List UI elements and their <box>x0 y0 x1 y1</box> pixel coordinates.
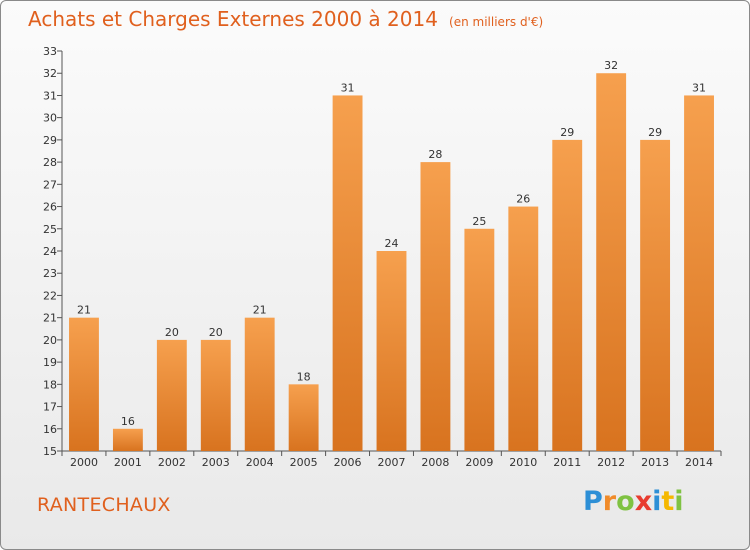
location-name: RANTECHAUX <box>37 494 171 516</box>
bar-2003 <box>200 339 231 451</box>
x-tick-label: 2009 <box>465 456 493 469</box>
bar-value-label: 21 <box>253 304 267 317</box>
brand-letter: t <box>661 486 675 517</box>
bar-2006 <box>332 95 363 451</box>
x-tick-label: 2000 <box>70 456 98 469</box>
bar-value-label: 31 <box>692 81 706 94</box>
y-tick-label: 25 <box>43 223 57 236</box>
bar-2004 <box>244 317 275 451</box>
bar-2007 <box>376 251 407 451</box>
y-tick-label: 15 <box>43 445 57 458</box>
y-tick-label: 28 <box>43 156 57 169</box>
bar-2005 <box>288 384 319 451</box>
x-tick-label: 2010 <box>509 456 537 469</box>
bar-value-label: 28 <box>428 148 442 161</box>
brand-letter: P <box>583 486 603 517</box>
x-tick-label: 2013 <box>641 456 669 469</box>
x-tick-label: 2012 <box>597 456 625 469</box>
bar-value-label: 25 <box>472 215 486 228</box>
y-tick-label: 29 <box>43 134 57 147</box>
chart-subtitle: (en milliers d'€) <box>449 15 544 29</box>
bar-value-label: 29 <box>648 126 662 139</box>
y-tick-label: 26 <box>43 201 57 214</box>
y-tick-label: 19 <box>43 356 57 369</box>
bar-2014 <box>684 95 714 451</box>
y-tick-label: 20 <box>43 334 57 347</box>
proxiti-logo: Proxiti <box>583 486 684 517</box>
x-tick-label: 2001 <box>114 456 142 469</box>
brand-letter: o <box>616 486 635 517</box>
bars-group: 21 16 20 20 21 18 31 24 28 25 26 29 32 29 31 <box>69 59 714 451</box>
bar-value-label: 24 <box>385 237 399 250</box>
chart-title: Achats et Charges Externes 2000 à 2014 <box>28 7 438 31</box>
bar-2012 <box>596 73 627 451</box>
y-tick-label: 31 <box>43 89 57 102</box>
y-tick-label: 23 <box>43 267 57 280</box>
y-tick-label: 30 <box>43 112 57 125</box>
brand-letter: r <box>602 486 617 517</box>
bar-2010 <box>508 206 539 451</box>
bar-2002 <box>156 339 187 451</box>
brand-letter: i <box>652 486 662 517</box>
y-tick-label: 21 <box>43 312 57 325</box>
bar-value-label: 21 <box>77 304 91 317</box>
chart-title-block: Achats et Charges Externes 2000 à 2014 (… <box>28 7 543 31</box>
y-tick-label: 33 <box>43 45 57 58</box>
x-tick-label: 2011 <box>553 456 581 469</box>
x-tick-label: 2003 <box>202 456 230 469</box>
brand-letter: x <box>634 486 653 517</box>
y-tick-label: 32 <box>43 67 57 80</box>
bar-value-label: 16 <box>121 415 135 428</box>
brand-letter: i <box>674 486 684 517</box>
x-tick-label: 2004 <box>246 456 274 469</box>
x-axis: 2000 2001 2002 2003 2004 2005 2006 2007 2008 2009… <box>61 450 722 469</box>
bar-2000 <box>69 317 99 451</box>
y-tick-label: 17 <box>43 401 57 414</box>
y-tick-label: 16 <box>43 423 57 436</box>
bar-value-label: 18 <box>297 370 311 383</box>
y-tick-label: 24 <box>43 245 57 258</box>
bar-value-label: 31 <box>341 81 355 94</box>
bar-2011 <box>552 139 583 451</box>
x-tick-label: 2006 <box>334 456 362 469</box>
bar-value-label: 20 <box>165 326 179 339</box>
bar-2013 <box>640 139 671 451</box>
bar-2001 <box>112 428 143 451</box>
x-tick-label: 2002 <box>158 456 186 469</box>
bar-value-label: 20 <box>209 326 223 339</box>
x-tick-label: 2008 <box>421 456 449 469</box>
x-tick-label: 2005 <box>290 456 318 469</box>
y-axis: 15 16 17 18 19 20 21 22 23 24 25 26 27 28 29 30 31 32 33 <box>43 45 63 458</box>
x-tick-label: 2007 <box>378 456 406 469</box>
bar-2009 <box>464 228 495 451</box>
bar-value-label: 26 <box>516 193 530 206</box>
x-tick-label: 2014 <box>685 456 713 469</box>
y-tick-label: 27 <box>43 178 57 191</box>
bar-value-label: 32 <box>604 59 618 72</box>
bar-2008 <box>420 162 451 451</box>
y-tick-label: 22 <box>43 289 57 302</box>
y-tick-label: 18 <box>43 378 57 391</box>
bar-value-label: 29 <box>560 126 574 139</box>
